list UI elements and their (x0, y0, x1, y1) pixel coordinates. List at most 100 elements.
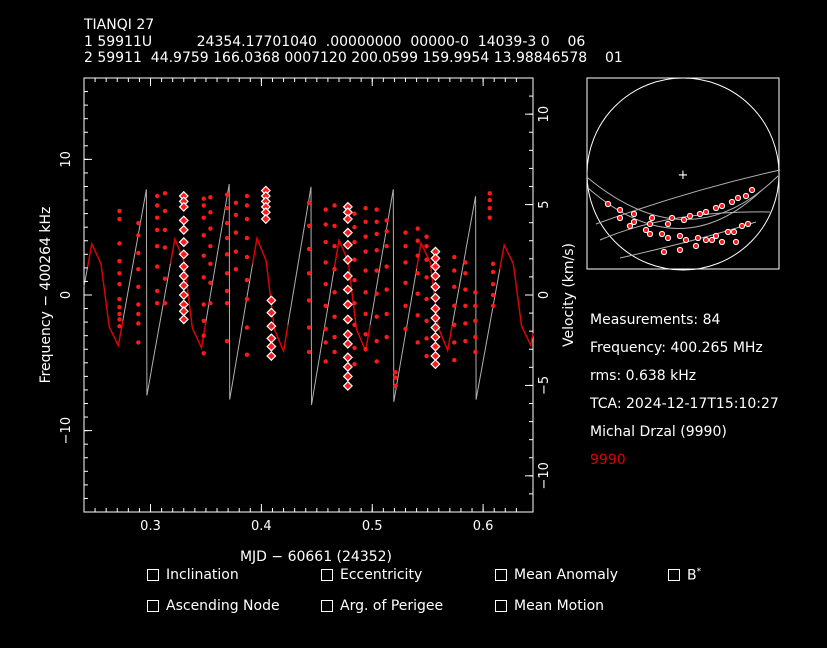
sky-point (676, 232, 684, 240)
measurement-point (266, 333, 277, 344)
measurement-point (452, 303, 457, 309)
bstar-checkbox[interactable]: B* (668, 567, 701, 584)
measurement-point (403, 260, 408, 265)
measurement-point (342, 270, 353, 282)
measurement-point (463, 303, 468, 309)
sky-point (664, 220, 672, 228)
checkbox-box[interactable] (495, 600, 507, 612)
eccentricity-checkbox[interactable]: Eccentricity (321, 567, 422, 583)
mean-anomaly-label: Mean Anomaly (514, 567, 619, 583)
measurement-point (424, 275, 429, 280)
measurement-point (403, 303, 408, 309)
measurement-point (430, 331, 441, 343)
measurement-point (244, 193, 250, 199)
measurement-point (415, 271, 420, 276)
measurement-point (352, 322, 357, 328)
mean-motion-checkbox[interactable]: Mean Motion (495, 598, 604, 614)
measurement-point (323, 222, 328, 227)
measurement-point (342, 314, 353, 325)
measurement-point (415, 226, 420, 231)
measurement-point (342, 380, 353, 391)
inclination-checkbox[interactable]: Inclination (147, 567, 239, 583)
measurement-point (363, 234, 368, 239)
sky-point (648, 214, 656, 222)
measurement-point (117, 323, 122, 329)
sky-point (692, 242, 700, 250)
measurement-point (363, 219, 368, 224)
measurement-point (178, 314, 189, 325)
checkbox-box[interactable] (668, 569, 680, 582)
measurement-point (430, 322, 441, 333)
ground-track (599, 211, 771, 241)
tca-value: TCA: 2024-12-17T15:10:27 (590, 396, 779, 412)
measurement-point (178, 299, 189, 310)
measurement-point (178, 201, 189, 212)
y2-axis-label: Velocity (km/s) (561, 243, 577, 347)
measurement-point (473, 334, 478, 340)
measurement-point (224, 288, 230, 294)
measurement-point (415, 238, 420, 243)
measurement-point (363, 249, 368, 254)
y2-tick-label: 10 (537, 106, 552, 123)
measurement-point (424, 234, 429, 239)
ascending-node-label: Ascending Node (166, 598, 280, 614)
measurement-point (332, 334, 337, 340)
measurement-point (393, 383, 398, 389)
measurement-point (208, 226, 213, 231)
measurement-point (342, 371, 353, 382)
arg-of-perigee-checkbox[interactable]: Arg. of Perigee (321, 598, 443, 614)
measurement-point (374, 219, 379, 224)
measurement-point (430, 246, 441, 257)
checkbox-box[interactable] (147, 569, 159, 581)
measurement-point (374, 338, 379, 344)
measurement-point (136, 311, 141, 317)
measurement-point (154, 215, 160, 220)
sky-point (642, 226, 650, 234)
mean-anomaly-checkbox[interactable]: Mean Anomaly (495, 567, 618, 583)
measurement-point (136, 250, 141, 256)
measurement-point (154, 203, 160, 208)
checkbox-box[interactable] (147, 600, 159, 612)
measurement-point (154, 243, 160, 249)
checkbox-box[interactable] (321, 569, 333, 581)
measurement-point (260, 207, 271, 218)
measurement-point (136, 233, 141, 238)
tle-line-2: 2 59911 44.9759 166.0368 0007120 200.059… (84, 50, 623, 66)
sky-point (686, 212, 694, 220)
measurement-point (452, 340, 457, 345)
measurement-point (306, 271, 312, 276)
measurement-point (136, 284, 141, 290)
x-tick-label: 0.4 (251, 519, 272, 534)
measurement-point (201, 253, 206, 258)
measurement-point (162, 191, 168, 196)
sky-point (748, 186, 756, 194)
measurement-point (430, 350, 441, 362)
measurements-count: Measurements: 84 (590, 312, 721, 328)
measurement-point (117, 296, 122, 302)
measurement-point (208, 261, 213, 267)
measurement-point (208, 300, 213, 306)
measurement-point (201, 318, 206, 323)
checkbox-box[interactable] (321, 600, 333, 612)
measurement-point (424, 318, 429, 323)
ascending-node-checkbox[interactable]: Ascending Node (147, 598, 280, 614)
sky-point (728, 198, 736, 206)
measurement-point (352, 239, 357, 245)
measurement-point (323, 281, 328, 287)
measurement-point (201, 333, 206, 338)
measurement-point (323, 239, 328, 245)
horizon-circle (586, 77, 780, 271)
measurement-point (363, 290, 368, 295)
measurement-point (260, 196, 271, 207)
sky-point (616, 214, 624, 222)
measurement-point (463, 338, 468, 344)
arg-of-perigee-label: Arg. of Perigee (340, 598, 444, 614)
measurement-point (363, 347, 368, 352)
checkbox-box[interactable] (495, 569, 507, 581)
measurement-point (424, 243, 429, 249)
measurement-point (332, 203, 337, 208)
model-curve-gray (83, 184, 534, 405)
sky-point (708, 236, 716, 244)
measurement-point (117, 241, 122, 246)
measurement-point (374, 248, 379, 253)
